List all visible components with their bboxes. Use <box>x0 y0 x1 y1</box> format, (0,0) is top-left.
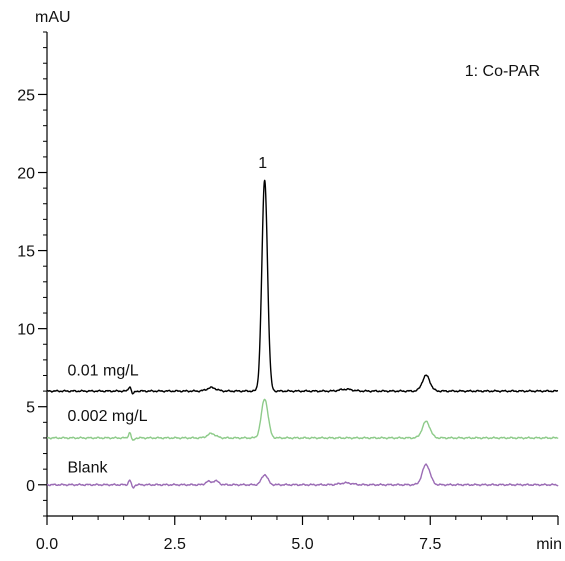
series-label: Blank <box>67 459 108 476</box>
y-tick-label: 20 <box>17 166 35 183</box>
y-tick-label: 10 <box>17 322 35 339</box>
y-tick-label: 5 <box>26 400 35 417</box>
x-tick-label: 5.0 <box>291 536 313 553</box>
x-tick-label: min <box>536 536 562 553</box>
x-tick-label: 2.5 <box>164 536 186 553</box>
x-tick-label: 7.5 <box>419 536 441 553</box>
peak-label: 1 <box>258 155 267 172</box>
y-tick-label: 0 <box>26 478 35 495</box>
series-lines <box>46 179 559 489</box>
legend-text: 1: Co-PAR <box>465 63 540 80</box>
series-label: 0.01 mg/L <box>67 362 138 379</box>
chart-labels: 0.01 mg/L 0.002 mg/L Blank 1 1: Co-PAR <box>67 63 540 476</box>
y-tick-label: 15 <box>17 244 35 261</box>
y-tick-label: 25 <box>17 87 35 104</box>
series-trace <box>46 179 559 395</box>
y-unit-label: mAU <box>35 9 71 26</box>
x-tick-label: 0.0 <box>36 536 58 553</box>
series-trace <box>46 463 559 489</box>
series-label: 0.002 mg/L <box>67 408 147 425</box>
axes: 0 5 10 15 20 25 0.0 2.5 5.0 7.5 min mAU <box>17 9 562 553</box>
series-trace <box>46 398 559 441</box>
